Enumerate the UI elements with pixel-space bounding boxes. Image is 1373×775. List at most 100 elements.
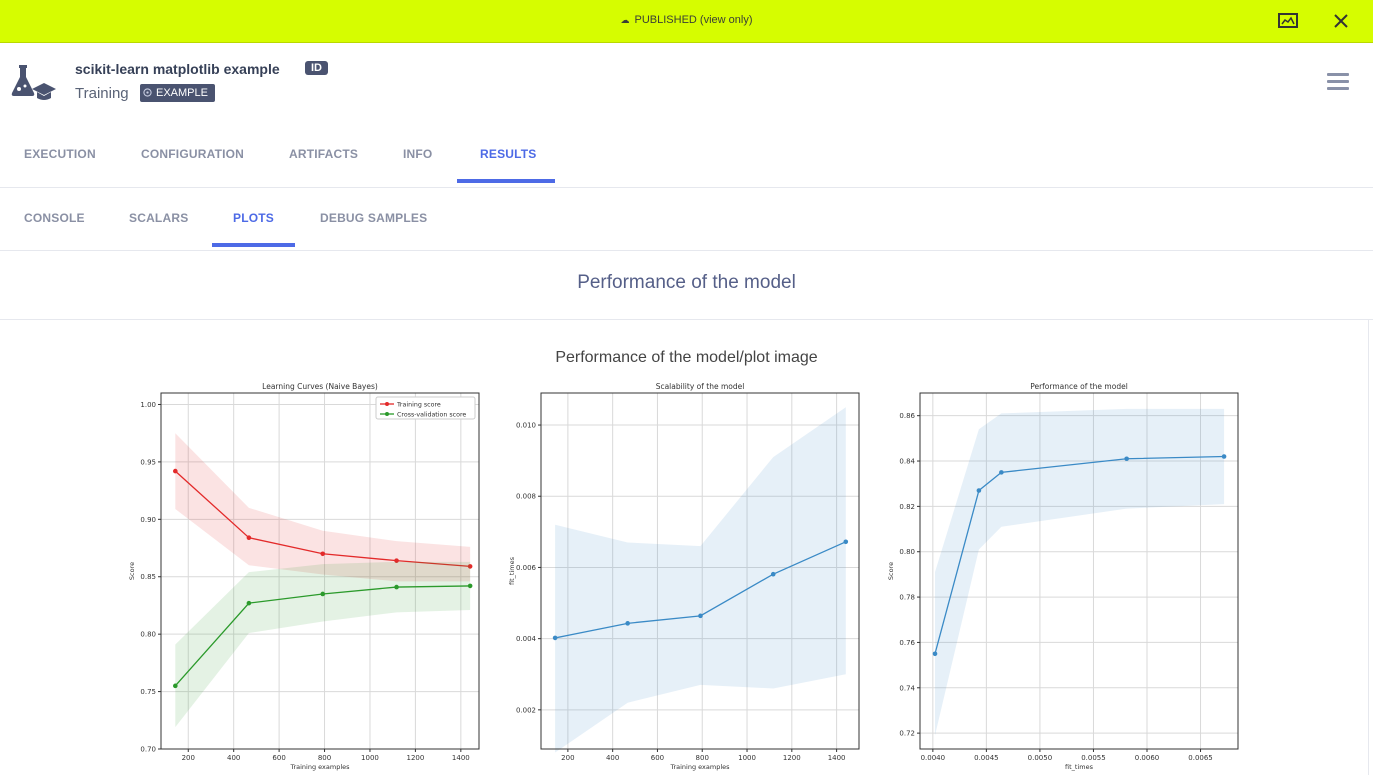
data-point bbox=[467, 564, 473, 569]
data-point bbox=[770, 571, 776, 577]
main-tabs: EXECUTION CONFIGURATION ARTIFACTS INFO R… bbox=[0, 133, 1373, 188]
tab-info[interactable]: INFO bbox=[403, 147, 433, 161]
y-tick-label: 0.86 bbox=[899, 412, 915, 420]
y-tick-label: 0.72 bbox=[899, 730, 915, 738]
axes-frame bbox=[160, 392, 480, 750]
section-divider bbox=[0, 319, 1373, 320]
data-point bbox=[320, 551, 326, 557]
data-point bbox=[625, 621, 630, 626]
tab-artifacts[interactable]: ARTIFACTS bbox=[289, 147, 359, 161]
confidence-band bbox=[555, 407, 846, 753]
data-point bbox=[932, 651, 938, 657]
legend-label: Training score bbox=[396, 402, 441, 409]
y-tick-label: 0.90 bbox=[140, 516, 156, 524]
axes-frame bbox=[540, 392, 860, 750]
y-tick-label: 0.82 bbox=[899, 503, 915, 511]
y-tick-label: 0.95 bbox=[140, 458, 156, 466]
section-title: Performance of the model bbox=[577, 272, 796, 293]
x-tick-label: 400 bbox=[227, 754, 240, 762]
data-point bbox=[999, 470, 1004, 475]
tag-icon bbox=[143, 88, 152, 97]
y-tick-label: 0.75 bbox=[140, 688, 156, 696]
task-tag-label: EXAMPLE bbox=[156, 87, 208, 99]
x-tick-label: 0.0050 bbox=[1028, 754, 1053, 762]
result-subtabs: CONSOLE SCALARS PLOTS DEBUG SAMPLES bbox=[0, 197, 1373, 251]
published-banner: ☁ PUBLISHED (view only) bbox=[0, 0, 1373, 43]
data-point bbox=[394, 558, 399, 563]
x-tick-label: 1200 bbox=[406, 754, 424, 762]
y-tick-label: 0.004 bbox=[516, 635, 537, 643]
legend-marker bbox=[385, 412, 389, 416]
x-tick-label: 800 bbox=[696, 754, 709, 762]
task-tag[interactable]: EXAMPLE bbox=[140, 84, 215, 102]
legend-label: Cross-validation score bbox=[397, 412, 466, 419]
x-tick-label: 400 bbox=[606, 754, 619, 762]
y-tick-label: 0.85 bbox=[140, 573, 156, 581]
y-tick-label: 0.78 bbox=[899, 594, 915, 602]
x-tick-label: 1000 bbox=[361, 754, 379, 762]
data-point bbox=[246, 600, 252, 606]
tab-execution[interactable]: EXECUTION bbox=[24, 147, 96, 161]
y-tick-label: 0.002 bbox=[516, 706, 536, 714]
x-tick-label: 200 bbox=[561, 754, 574, 762]
id-badge[interactable]: ID bbox=[305, 61, 328, 75]
cloud-icon: ☁ bbox=[620, 15, 630, 25]
x-tick-label: 0.0055 bbox=[1081, 754, 1106, 762]
data-point bbox=[698, 613, 703, 619]
x-tick-label: 1400 bbox=[828, 754, 846, 762]
y-tick-label: 0.010 bbox=[516, 422, 536, 430]
scrollbar[interactable] bbox=[1368, 320, 1369, 775]
tab-configuration[interactable]: CONFIGURATION bbox=[141, 147, 245, 161]
subtab-debug-samples[interactable]: DEBUG SAMPLES bbox=[320, 211, 428, 225]
active-subtab-indicator bbox=[212, 243, 295, 247]
y-axis-label: Score bbox=[887, 562, 895, 580]
x-tick-label: 0.0045 bbox=[974, 754, 999, 762]
active-tab-indicator bbox=[457, 179, 555, 183]
plot-title: Performance of the model/plot image bbox=[555, 349, 818, 366]
y-axis-label: Score bbox=[128, 562, 136, 580]
close-icon[interactable] bbox=[1329, 9, 1353, 33]
data-point bbox=[1221, 454, 1227, 459]
x-axis-label: Training examples bbox=[289, 763, 350, 771]
view-image-icon[interactable] bbox=[1276, 9, 1300, 33]
x-tick-label: 0.0040 bbox=[921, 754, 946, 762]
y-tick-label: 0.74 bbox=[899, 684, 915, 692]
legend-marker bbox=[385, 402, 389, 406]
x-tick-label: 600 bbox=[651, 754, 664, 762]
x-tick-label: 0.0065 bbox=[1188, 754, 1213, 762]
confidence-band bbox=[175, 433, 471, 582]
y-tick-label: 1.00 bbox=[140, 401, 156, 409]
x-tick-label: 600 bbox=[272, 754, 285, 762]
y-tick-label: 0.008 bbox=[516, 493, 536, 501]
y-tick-label: 0.80 bbox=[140, 631, 156, 639]
y-tick-label: 0.84 bbox=[899, 458, 915, 466]
publish-status: ☁ PUBLISHED (view only) bbox=[0, 14, 1373, 26]
y-tick-label: 0.76 bbox=[899, 639, 915, 647]
hamburger-menu-icon[interactable] bbox=[1327, 73, 1349, 93]
data-point bbox=[1124, 456, 1129, 462]
y-tick-label: 0.70 bbox=[140, 746, 156, 754]
panel-title: Scalability of the model bbox=[656, 382, 745, 391]
tab-results[interactable]: RESULTS bbox=[480, 147, 537, 161]
data-point bbox=[976, 488, 982, 493]
x-tick-label: 1000 bbox=[738, 754, 756, 762]
panel-title: Performance of the model bbox=[1030, 382, 1128, 391]
project-name[interactable]: Training bbox=[75, 85, 129, 102]
axes-frame bbox=[919, 392, 1239, 750]
subtab-scalars[interactable]: SCALARS bbox=[129, 211, 189, 225]
task-title: scikit-learn matplotlib example bbox=[75, 61, 280, 77]
x-tick-label: 1200 bbox=[783, 754, 801, 762]
subtab-plots[interactable]: PLOTS bbox=[233, 211, 275, 225]
data-point bbox=[467, 583, 473, 589]
data-point bbox=[394, 584, 399, 590]
x-tick-label: 800 bbox=[318, 754, 331, 762]
data-point bbox=[173, 683, 178, 689]
publish-status-text: PUBLISHED (view only) bbox=[634, 14, 753, 26]
data-point bbox=[320, 591, 326, 597]
x-axis-label: Training examples bbox=[669, 763, 730, 771]
subtab-console[interactable]: CONSOLE bbox=[24, 211, 85, 225]
confidence-band bbox=[934, 408, 1225, 736]
x-tick-label: 200 bbox=[182, 754, 195, 762]
task-header: scikit-learn matplotlib example ID Train… bbox=[0, 43, 1373, 123]
